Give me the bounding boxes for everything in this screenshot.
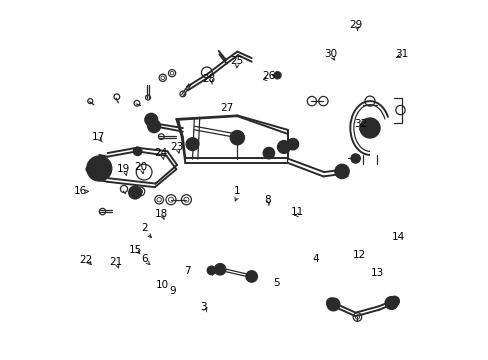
Text: 25: 25 [229, 56, 243, 66]
Text: 31: 31 [394, 49, 407, 59]
Circle shape [364, 123, 375, 134]
Circle shape [263, 147, 274, 159]
Text: 8: 8 [264, 195, 270, 205]
Text: 22: 22 [79, 255, 92, 265]
Text: 2: 2 [141, 224, 147, 233]
Text: 26: 26 [262, 71, 275, 81]
Circle shape [185, 138, 199, 150]
Circle shape [273, 72, 281, 79]
Circle shape [86, 156, 112, 181]
Text: 1: 1 [234, 186, 240, 196]
Text: 9: 9 [169, 286, 176, 296]
Text: 10: 10 [156, 280, 169, 290]
Text: 24: 24 [154, 148, 167, 158]
Circle shape [92, 161, 106, 176]
Text: 15: 15 [128, 245, 142, 255]
Circle shape [334, 164, 348, 179]
Circle shape [147, 120, 160, 133]
Circle shape [245, 271, 257, 282]
Text: 13: 13 [370, 268, 383, 278]
Text: 29: 29 [348, 20, 362, 30]
Text: 4: 4 [312, 254, 319, 264]
Circle shape [214, 264, 225, 275]
Circle shape [144, 113, 158, 126]
Text: 16: 16 [74, 186, 87, 196]
Circle shape [359, 118, 379, 138]
Circle shape [384, 297, 397, 310]
Circle shape [277, 140, 290, 153]
Text: 23: 23 [170, 142, 183, 152]
Text: 18: 18 [154, 209, 167, 219]
Circle shape [230, 131, 244, 145]
Text: 14: 14 [391, 232, 405, 242]
Text: 21: 21 [108, 257, 122, 267]
Text: 28: 28 [203, 74, 216, 84]
Circle shape [326, 298, 339, 311]
Text: 32: 32 [354, 120, 367, 129]
Text: 20: 20 [134, 162, 147, 172]
Text: 17: 17 [91, 132, 104, 142]
Text: 12: 12 [352, 250, 365, 260]
Circle shape [350, 154, 360, 163]
Circle shape [128, 186, 142, 199]
Text: 6: 6 [141, 254, 148, 264]
Text: 19: 19 [117, 164, 130, 174]
Text: 27: 27 [220, 103, 233, 113]
Circle shape [133, 147, 142, 156]
Circle shape [388, 296, 399, 306]
Circle shape [207, 266, 215, 275]
Text: 5: 5 [273, 278, 280, 288]
Text: 11: 11 [290, 207, 304, 217]
Text: 3: 3 [200, 302, 206, 312]
Text: 7: 7 [183, 266, 190, 276]
Circle shape [286, 138, 298, 150]
Text: 30: 30 [324, 49, 336, 59]
